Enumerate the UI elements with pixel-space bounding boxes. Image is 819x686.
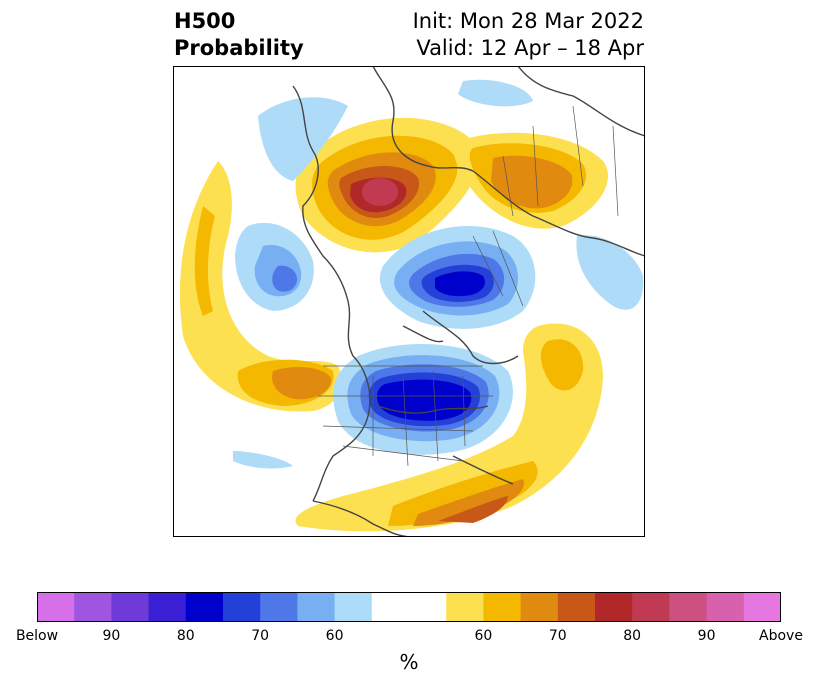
colorbar-swatch — [743, 592, 782, 622]
colorbar-swatch — [185, 592, 224, 622]
colorbar-swatch — [632, 592, 670, 622]
colorbar-tick-label: Below — [15, 628, 59, 644]
coastlines — [292, 66, 645, 537]
anomaly-above-alaska — [295, 117, 480, 253]
colorbar-tick-label: 60 — [474, 628, 493, 644]
anomaly-above-west-arc — [179, 161, 342, 412]
colorbar-swatch — [371, 592, 410, 622]
colorbar-swatch — [260, 592, 298, 622]
colorbar-swatch — [483, 592, 522, 622]
colorbar-tick-label: 90 — [697, 628, 716, 644]
colorbar-unit: % — [399, 650, 419, 674]
colorbar-swatch — [148, 592, 187, 622]
valid-range: Valid: 12 Apr – 18 Apr — [416, 36, 644, 60]
colorbar — [37, 592, 782, 622]
colorbar-tick-label: 70 — [251, 628, 270, 644]
colorbar-tick-label: 90 — [102, 628, 121, 644]
colorbar-swatch — [669, 592, 708, 622]
colorbar-swatch — [297, 592, 336, 622]
init-date: Init: Mon 28 Mar 2022 — [412, 9, 644, 33]
colorbar-swatch — [595, 592, 633, 622]
colorbar-swatch — [223, 592, 261, 622]
anomaly-below-north-america — [233, 344, 513, 469]
colorbar-swatch — [409, 592, 447, 622]
colorbar-tick-label: 80 — [176, 628, 195, 644]
colorbar-swatch — [446, 592, 484, 622]
probability-map — [173, 66, 645, 537]
colorbar-tick-label: 70 — [548, 628, 567, 644]
colorbar-swatch — [334, 592, 373, 622]
political-borders — [318, 105, 619, 467]
colorbar-swatch — [74, 592, 112, 622]
colorbar-swatch — [557, 592, 596, 622]
colorbar-swatch — [520, 592, 559, 622]
colorbar-tick-label: Above — [759, 628, 803, 644]
colorbar-swatch — [706, 592, 745, 622]
anomaly-below-europe — [379, 226, 644, 329]
colorbar-swatch — [111, 592, 150, 622]
chart-title-right: Init: Mon 28 Mar 2022 Valid: 12 Apr – 18… — [413, 8, 644, 62]
anomaly-above-atlantic — [295, 323, 603, 532]
colorbar-tick-label: 60 — [325, 628, 344, 644]
anomaly-below-pacific — [235, 79, 533, 311]
anomaly-above-siberia — [453, 132, 609, 229]
variable-label: H500 — [174, 9, 236, 33]
colorbar-swatch — [37, 592, 75, 622]
colorbar-border — [37, 592, 781, 622]
colorbar-tick-label: 80 — [623, 628, 642, 644]
chart-title-left: H500 Probability — [174, 8, 304, 62]
product-label: Probability — [174, 36, 304, 60]
